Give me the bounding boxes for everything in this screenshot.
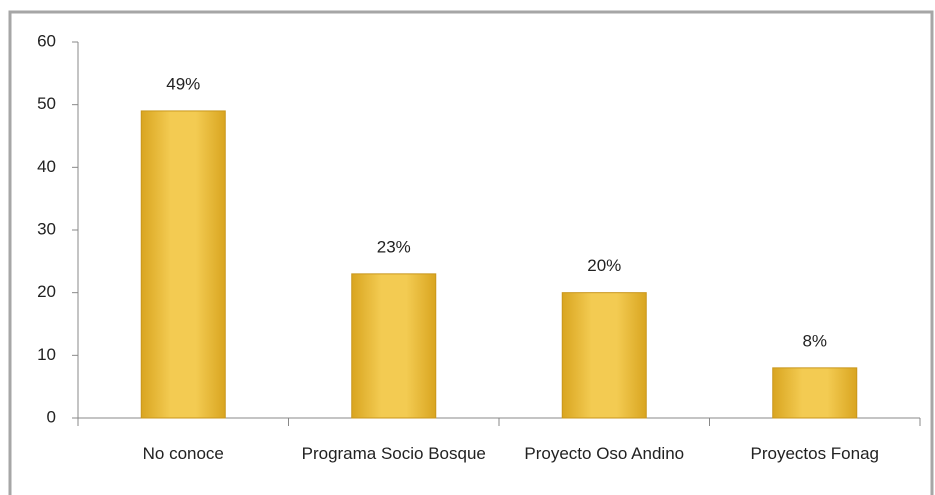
x-tick-label: Programa Socio Bosque xyxy=(301,444,486,463)
x-tick-label: Proyectos Fonag xyxy=(750,444,879,463)
y-tick-label: 30 xyxy=(37,219,56,238)
x-tick-label: No conoce xyxy=(142,444,224,463)
x-tick-label: Proyecto Oso Andino xyxy=(524,444,685,463)
y-tick-label: 10 xyxy=(37,345,56,364)
chart-frame xyxy=(8,10,934,495)
y-tick-label: 40 xyxy=(37,157,56,176)
data-label: 8% xyxy=(802,331,827,350)
bar xyxy=(351,273,437,419)
y-tick-label: 0 xyxy=(47,407,56,426)
bar xyxy=(561,292,647,419)
bar xyxy=(140,110,226,419)
y-tick-label: 20 xyxy=(37,282,56,301)
data-label: 23% xyxy=(377,237,411,256)
bar xyxy=(772,367,858,419)
data-label: 20% xyxy=(587,256,621,275)
data-label: 49% xyxy=(166,74,200,93)
y-tick-label: 60 xyxy=(37,31,56,50)
y-tick-label: 50 xyxy=(37,94,56,113)
